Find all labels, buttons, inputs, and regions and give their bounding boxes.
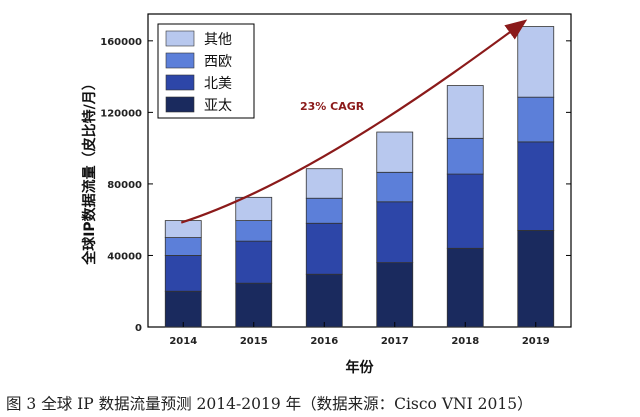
bar-segment — [235, 220, 273, 242]
bar-segment — [517, 230, 555, 328]
bar-segment — [517, 96, 555, 143]
bar-segment — [164, 237, 202, 256]
x-axis-title: 年份 — [346, 359, 375, 376]
legend-label: 北美 — [204, 76, 232, 92]
bar-segment — [164, 255, 202, 292]
bar-segment — [376, 171, 414, 203]
x-tick-label: 2017 — [381, 336, 409, 347]
x-tick-label: 2018 — [451, 336, 479, 347]
bar-segment — [164, 290, 202, 328]
legend-swatch — [165, 52, 195, 69]
y-axis-title: 全球IP数据流量（皮比特/月） — [81, 76, 98, 266]
x-tick-label: 2019 — [522, 336, 550, 347]
y-tick-label: 80000 — [107, 180, 142, 191]
legend-label: 西欧 — [204, 54, 232, 70]
figure-caption: 图 3 全球 IP 数据流量预测 2014-2019 年（数据来源：Cisco … — [6, 395, 533, 413]
bar-segment — [164, 220, 202, 238]
bar-segment — [235, 240, 273, 284]
y-tick-label: 160000 — [100, 37, 142, 48]
bar-segment — [517, 141, 555, 231]
y-tick-label: 40000 — [107, 251, 142, 262]
x-tick-label: 2015 — [240, 336, 268, 347]
bar-segment — [305, 168, 343, 199]
bar-segment — [305, 273, 343, 328]
bar-segment — [376, 262, 414, 328]
legend-label: 亚太 — [204, 98, 232, 114]
bar-segment — [446, 137, 484, 175]
bar-segment — [517, 26, 555, 98]
bar-segment — [376, 131, 414, 173]
x-tick-label: 2016 — [310, 336, 338, 347]
bar-segment — [446, 85, 484, 139]
plot-frame — [147, 13, 572, 328]
legend-swatch — [165, 74, 195, 91]
bar-segment — [446, 247, 484, 328]
legend-swatch — [165, 96, 195, 113]
cagr-label: 23% CAGR — [300, 100, 365, 113]
bar-segment — [235, 196, 273, 221]
y-tick-label: 0 — [135, 323, 142, 334]
y-tick-label: 120000 — [100, 108, 142, 119]
legend-swatch — [165, 30, 195, 47]
cagr-arrow — [180, 19, 528, 224]
bar-segment — [235, 282, 273, 328]
bar-segment — [305, 222, 343, 275]
bar-segment — [446, 173, 484, 249]
chart-canvas: 0 40000 80000 120000 160000 2014 2015 2016 2017 2… — [81, 13, 572, 376]
x-tick-label: 2014 — [169, 336, 197, 347]
bar-segment — [376, 201, 414, 264]
bar-segment — [305, 197, 343, 224]
legend-label: 其他 — [204, 32, 232, 48]
